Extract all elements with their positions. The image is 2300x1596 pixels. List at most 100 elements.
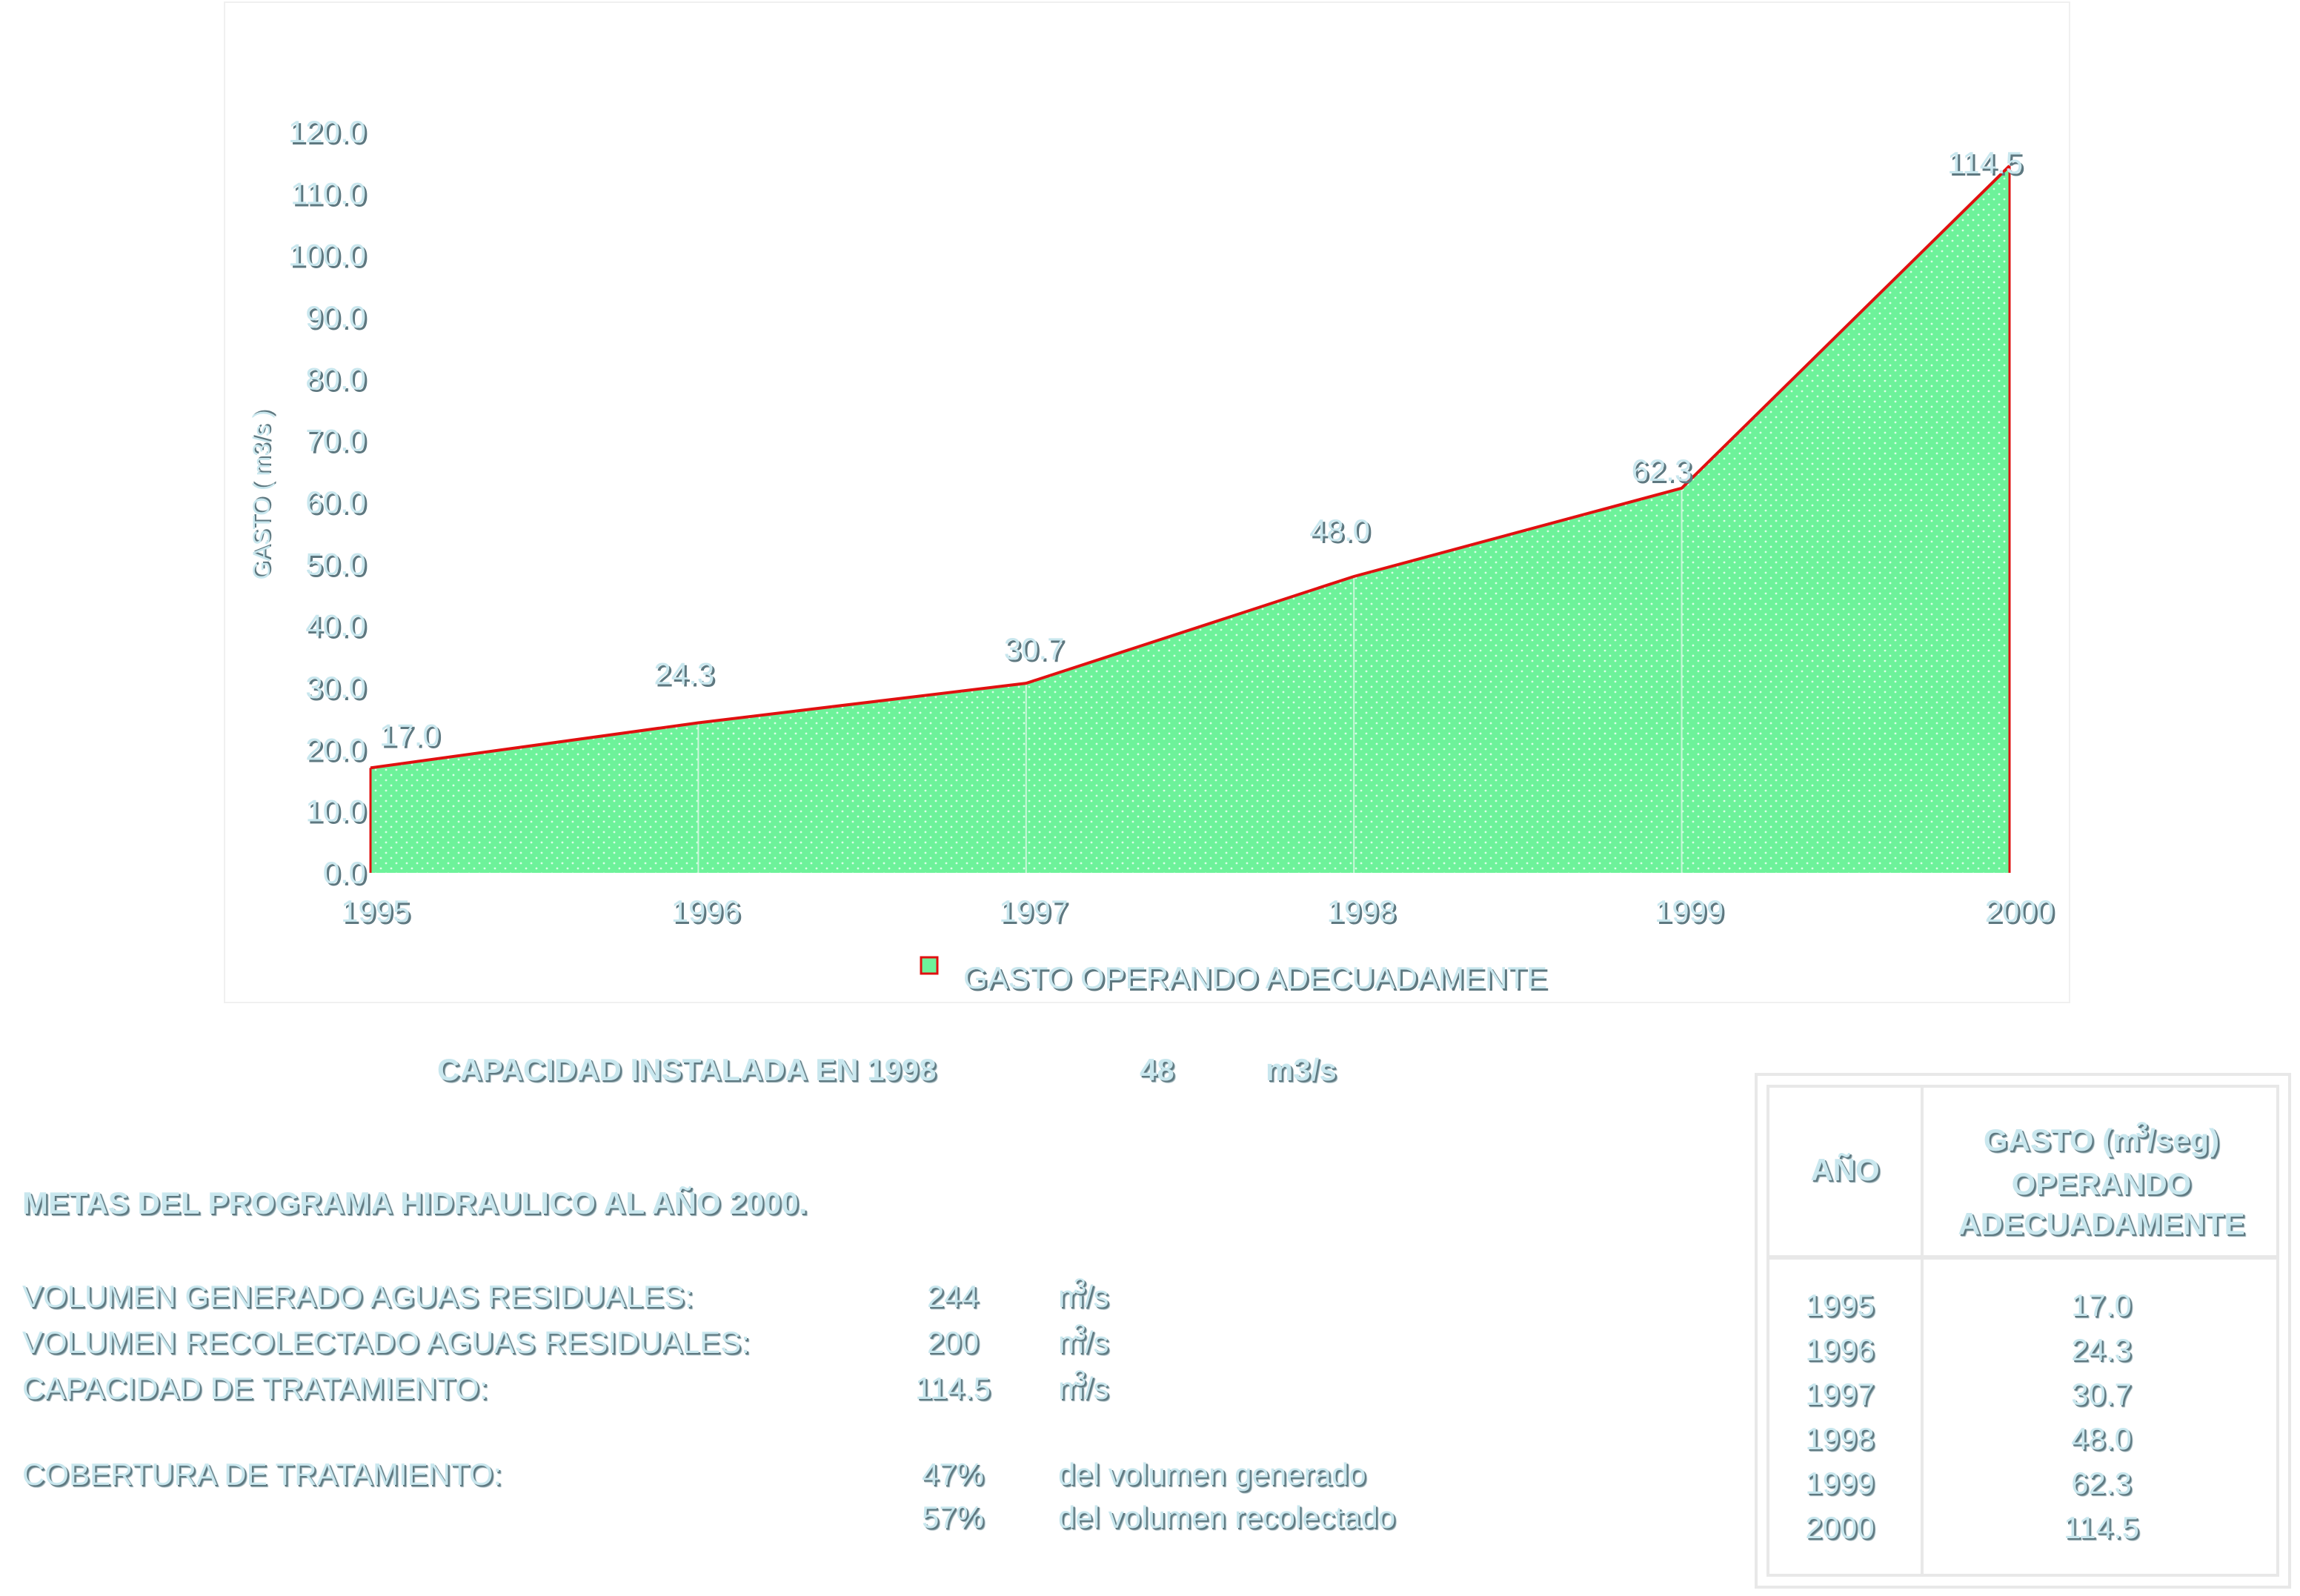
y-tick-label: 20.020.0 [305,731,368,768]
svg-text:17.0: 17.0 [379,717,440,752]
svg-text:GASTO ( m3/s ): GASTO ( m3/s ) [250,409,276,579]
svg-text:40.0: 40.0 [305,608,366,643]
table-cell-flow: 17.0 [2071,1288,2132,1323]
svg-text:30.7: 30.7 [1006,634,1067,668]
svg-text:GASTO ( m3/s ): GASTO ( m3/s ) [248,410,275,580]
table-cell-flow: 62.3 [2071,1466,2132,1500]
y-tick-label: 10.010.0 [305,794,368,831]
svg-text:0.0: 0.0 [325,857,368,892]
y-tick-label: 30.030.0 [305,670,368,707]
y-tick-label: 80.080.0 [305,361,368,398]
svg-text:70.0: 70.0 [308,425,368,460]
y-tick-label: 40.040.0 [305,608,368,645]
svg-text:90.0: 90.0 [305,299,366,334]
flow-table-inner: AÑO GASTO (m3/seg) OPERANDO ADECUADAMENT… [1766,1085,2279,1577]
svg-text:60.0: 60.0 [305,485,366,519]
svg-text:GASTO OPERANDO ADECUADAMENTE: GASTO OPERANDO ADECUADAMENTE [965,962,1549,997]
goal-value: 114.5 [915,1371,991,1406]
svg-text:114.5: 114.5 [1950,147,2025,182]
svg-text:1997: 1997 [999,894,1068,928]
svg-text:48.0: 48.0 [1312,515,1372,550]
series-line [370,164,2011,770]
coverage-text: del volumen generado [1058,1457,1366,1492]
svg-text:1996: 1996 [674,896,742,931]
svg-text:0.0: 0.0 [323,855,366,890]
svg-text:70.0: 70.0 [305,423,366,458]
goal-label: CAPACIDAD DE TRATAMIENTO: [22,1371,488,1406]
svg-text:60.0: 60.0 [308,487,368,522]
data-label: 24.324.3 [654,656,717,694]
chart-frame [224,1,2070,1003]
svg-text:80.0: 80.0 [308,363,368,398]
table-cell-flow: 114.5 [2064,1510,2139,1545]
svg-text:114.5: 114.5 [1947,145,2023,180]
svg-text:2000: 2000 [1985,894,2054,928]
svg-text:62.3: 62.3 [1634,455,1695,490]
svg-text:20.0: 20.0 [305,731,366,766]
y-tick-label: 50.050.0 [305,546,368,583]
capacity-unit: m3/s [1266,1052,1337,1087]
svg-text:1997: 1997 [1001,896,1070,931]
table-cell-flow: 48.0 [2071,1421,2132,1456]
capacity-label: CAPACIDAD INSTALADA EN 1998 [437,1052,937,1087]
svg-text:30.7: 30.7 [1004,631,1065,666]
y-tick-label: 60.060.0 [305,485,368,522]
data-label: 48.048.0 [1309,513,1372,550]
coverage-text: del volumen recolectado [1058,1500,1396,1535]
svg-text:48.0: 48.0 [1309,513,1370,548]
data-label: 17.017.0 [379,717,442,754]
svg-text:GASTO OPERANDO ADECUADAMENTE: GASTO OPERANDO ADECUADAMENTE [963,960,1547,995]
svg-text:100.0: 100.0 [288,238,366,273]
svg-text:40.0: 40.0 [308,611,368,645]
table-cell-year: 1999 [1805,1466,1875,1500]
svg-text:17.0: 17.0 [382,719,442,754]
y-axis-title: GASTO ( m3/s )GASTO ( m3/s ) [248,409,276,580]
svg-text:110.0: 110.0 [290,176,366,210]
goal-unit: m3/s [1058,1320,1109,1360]
goal-value: 244 [926,1279,980,1314]
svg-text:1995: 1995 [341,894,410,928]
svg-text:20.0: 20.0 [308,734,368,768]
svg-text:50.0: 50.0 [305,546,366,581]
svg-text:2000: 2000 [1987,896,2056,931]
svg-text:100.0: 100.0 [290,240,368,275]
goal-label: VOLUMEN RECOLECTADO AGUAS RESIDUALES: [22,1325,750,1360]
area-fill [370,165,2010,874]
svg-text:110.0: 110.0 [293,178,368,213]
table-divider [1921,1088,1924,1574]
table-cell-year: 1997 [1805,1377,1875,1412]
svg-text:30.0: 30.0 [308,672,368,707]
table-header-flow: GASTO (m3/seg) OPERANDO ADECUADAMENTE [1958,1118,2245,1241]
svg-text:62.3: 62.3 [1632,453,1692,488]
table-cell-year: 1998 [1805,1421,1875,1456]
svg-text:90.0: 90.0 [308,302,368,336]
area-chart: 0.00.0 10.010.0 20.020.0 30.030.0 40.040.0 50… [248,114,2056,997]
svg-text:10.0: 10.0 [305,794,366,828]
y-tick-label: 70.070.0 [305,423,368,460]
goals-title: METAS DEL PROGRAMA HIDRAULICO AL AÑO 200… [22,1186,808,1220]
svg-text:1998: 1998 [1326,894,1395,928]
data-label: 62.362.3 [1632,453,1695,490]
data-label: 30.730.7 [1004,631,1067,668]
goal-unit: m3/s [1058,1274,1109,1314]
svg-text:120.0: 120.0 [288,114,366,149]
table-cell-year: 1995 [1805,1288,1875,1323]
svg-text:1999: 1999 [1655,894,1724,928]
table-cell-flow: 24.3 [2071,1332,2132,1367]
svg-text:80.0: 80.0 [305,361,366,396]
capacity-value: 48 [1140,1052,1174,1087]
coverage-label: COBERTURA DE TRATAMIENTO: [22,1457,502,1492]
svg-text:10.0: 10.0 [308,796,368,831]
table-cell-flow: 30.7 [2071,1377,2132,1412]
table-cell-year: 2000 [1805,1510,1875,1545]
svg-text:30.0: 30.0 [305,670,366,705]
